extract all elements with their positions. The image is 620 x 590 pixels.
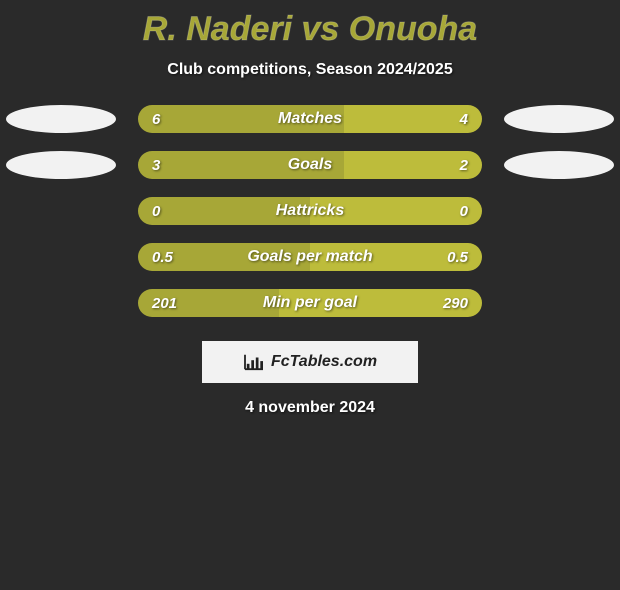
stat-value-right: 2 — [460, 151, 468, 179]
stat-row: Hattricks0 0 — [0, 197, 620, 225]
stats-container: Matches6 4 Goals3 2 Hattricks0 0 Goals per mat… — [0, 105, 620, 317]
date: 4 november 2024 — [0, 399, 620, 417]
stat-row: Goals per match0.5 0.5 — [0, 243, 620, 271]
stat-row: Matches6 4 — [0, 105, 620, 133]
stat-label: Min per goal — [138, 289, 482, 317]
stat-value-left: 0.5 — [152, 243, 173, 271]
spacer — [504, 197, 614, 225]
stat-label: Goals — [138, 151, 482, 179]
stat-value-right: 0.5 — [447, 243, 468, 271]
spacer — [6, 243, 116, 271]
spacer — [6, 197, 116, 225]
player-left-badge — [6, 105, 116, 133]
player-left-badge — [6, 151, 116, 179]
spacer — [504, 289, 614, 317]
bar-chart-icon — [243, 353, 265, 371]
stat-bar: Goals3 2 — [138, 151, 482, 179]
stat-bar: Hattricks0 0 — [138, 197, 482, 225]
stat-label: Matches — [138, 105, 482, 133]
stat-value-left: 201 — [152, 289, 177, 317]
stat-value-left: 6 — [152, 105, 160, 133]
stat-bar: Goals per match0.5 0.5 — [138, 243, 482, 271]
stat-row: Goals3 2 — [0, 151, 620, 179]
watermark: FcTables.com — [202, 341, 418, 383]
spacer — [504, 243, 614, 271]
spacer — [6, 289, 116, 317]
stat-label: Goals per match — [138, 243, 482, 271]
page-title: R. Naderi vs Onuoha — [0, 10, 620, 49]
stat-value-left: 3 — [152, 151, 160, 179]
stat-row: Min per goal201 290 — [0, 289, 620, 317]
stat-value-right: 290 — [443, 289, 468, 317]
watermark-text: FcTables.com — [271, 353, 377, 371]
stat-label: Hattricks — [138, 197, 482, 225]
stat-value-left: 0 — [152, 197, 160, 225]
player-right-badge — [504, 105, 614, 133]
stat-value-right: 0 — [460, 197, 468, 225]
stat-bar: Matches6 4 — [138, 105, 482, 133]
subtitle: Club competitions, Season 2024/2025 — [0, 61, 620, 79]
stat-value-right: 4 — [460, 105, 468, 133]
player-right-badge — [504, 151, 614, 179]
stat-bar: Min per goal201 290 — [138, 289, 482, 317]
